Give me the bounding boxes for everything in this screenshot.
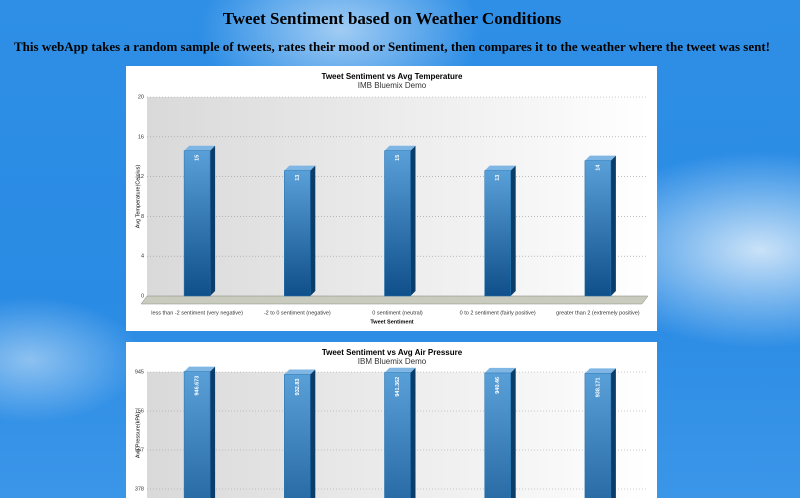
- bar-side: [210, 145, 216, 296]
- x-tick-label: 0 to 2 sentiment (fairly positive): [460, 310, 536, 316]
- value-label: 15: [395, 155, 401, 161]
- x-axis-label: Tweet Sentiment: [370, 319, 413, 325]
- bar-top: [184, 145, 216, 151]
- bar-top: [584, 155, 616, 161]
- bar: [484, 372, 511, 498]
- value-label: 14: [595, 164, 601, 171]
- bar: [584, 160, 612, 297]
- y-tick-label: 567: [135, 447, 144, 453]
- y-tick-label: 945: [135, 369, 144, 375]
- bar-top: [584, 368, 616, 374]
- bar-side: [410, 145, 416, 296]
- bar: [284, 374, 311, 498]
- y-tick-label: 378: [135, 486, 144, 492]
- y-tick-label: 12: [138, 174, 144, 180]
- y-tick-label: 8: [141, 214, 144, 220]
- bar-top: [284, 369, 316, 375]
- y-tick-label: 756: [135, 408, 144, 414]
- bar: [484, 170, 511, 297]
- page-title: Tweet Sentiment based on Weather Conditi…: [223, 9, 562, 28]
- value-label: 13: [495, 175, 501, 181]
- plot-floor: [140, 295, 649, 305]
- chart-title: Tweet Sentiment vs Avg Air Pressure: [322, 348, 463, 357]
- value-label: 13: [295, 175, 301, 181]
- bar-top: [184, 366, 216, 372]
- bar: [183, 150, 211, 297]
- bar: [584, 373, 612, 498]
- bar: [183, 371, 211, 498]
- chart-subtitle: IMB Bluemix Demo: [358, 81, 427, 90]
- bar-side: [510, 165, 516, 296]
- bar-side: [610, 155, 616, 296]
- bar: [284, 170, 311, 297]
- bar-top: [484, 165, 516, 171]
- y-tick-label: 20: [138, 94, 144, 100]
- value-label: 932.83: [295, 379, 301, 396]
- bar-side: [410, 367, 416, 498]
- page-description: This webApp takes a random sample of twe…: [14, 39, 770, 54]
- x-tick-label: less than -2 sentiment (very negative): [151, 310, 243, 316]
- bar-top: [284, 165, 316, 171]
- y-axis-label: Avg Temperature(Celcius): [135, 165, 141, 229]
- bar-top: [384, 367, 416, 373]
- bar: [384, 372, 411, 498]
- value-label: 941.362: [395, 377, 401, 397]
- x-tick-label: -2 to 0 sentiment (negative): [264, 310, 331, 316]
- value-label: 940.46: [495, 377, 501, 394]
- bar-top: [484, 367, 516, 373]
- bar-side: [510, 367, 516, 498]
- x-tick-label: greater than 2 (extremely positive): [556, 310, 640, 316]
- y-tick-label: 16: [138, 134, 144, 140]
- y-tick-label: 0: [141, 293, 144, 299]
- bar-top: [384, 145, 416, 151]
- chart-title: Tweet Sentiment vs Avg Temperature: [322, 72, 463, 81]
- value-label: 938.171: [595, 377, 601, 397]
- bar-side: [210, 366, 216, 498]
- x-tick-label: 0 sentiment (neutral): [372, 310, 423, 316]
- value-label: 15: [195, 155, 201, 161]
- bar-side: [610, 368, 616, 498]
- bar-side: [310, 369, 316, 498]
- value-label: 946.673: [195, 376, 201, 396]
- bar-side: [310, 165, 316, 296]
- y-axis-label: Avg Pressure(kPA): [135, 412, 141, 458]
- y-tick-label: 4: [141, 254, 144, 260]
- chart-subtitle: IBM Bluemix Demo: [358, 357, 427, 366]
- bar: [384, 150, 411, 297]
